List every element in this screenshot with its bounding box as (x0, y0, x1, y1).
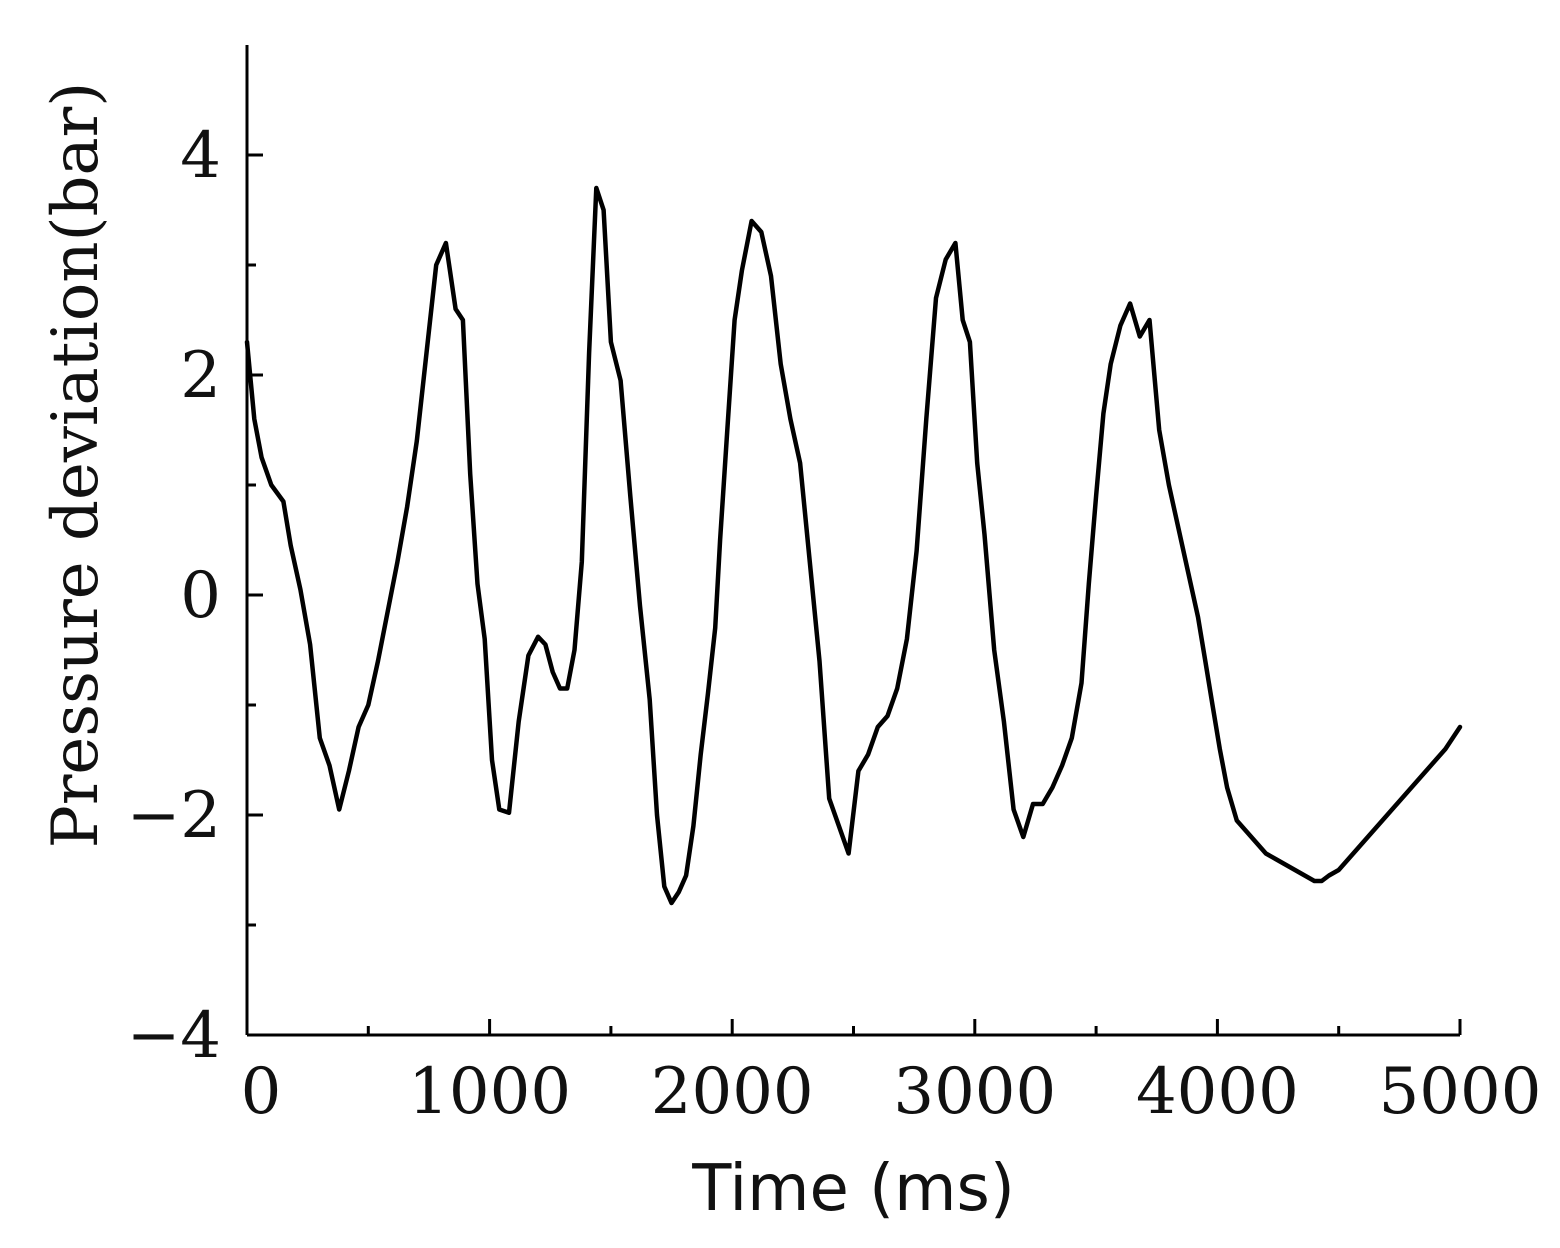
x-tick-label: 0 (241, 1055, 282, 1129)
ticks (245, 153, 1462, 1037)
y-tick-label: 0 (180, 559, 221, 633)
tick-labels: 0 1000 2000 3000 4000 5000 −4 −2 0 2 4 (127, 119, 1542, 1129)
x-tick-label: 1000 (408, 1055, 571, 1129)
y-tick-label: −4 (127, 999, 221, 1073)
axes (245, 45, 1460, 1037)
y-tick-label: 4 (180, 119, 221, 193)
y-axis-label: Pressure deviation(bar) (39, 82, 113, 848)
x-tick-label: 5000 (1379, 1055, 1542, 1129)
y-tick-label: −2 (127, 779, 221, 853)
y-tick-label: 2 (180, 339, 221, 413)
x-tick-label: 4000 (1136, 1055, 1299, 1129)
x-axis-label: Time (ms) (691, 1152, 1015, 1226)
series-line (244, 185, 1463, 906)
series (244, 185, 1463, 906)
x-tick-label: 2000 (651, 1055, 814, 1129)
x-tick-label: 3000 (893, 1055, 1056, 1129)
